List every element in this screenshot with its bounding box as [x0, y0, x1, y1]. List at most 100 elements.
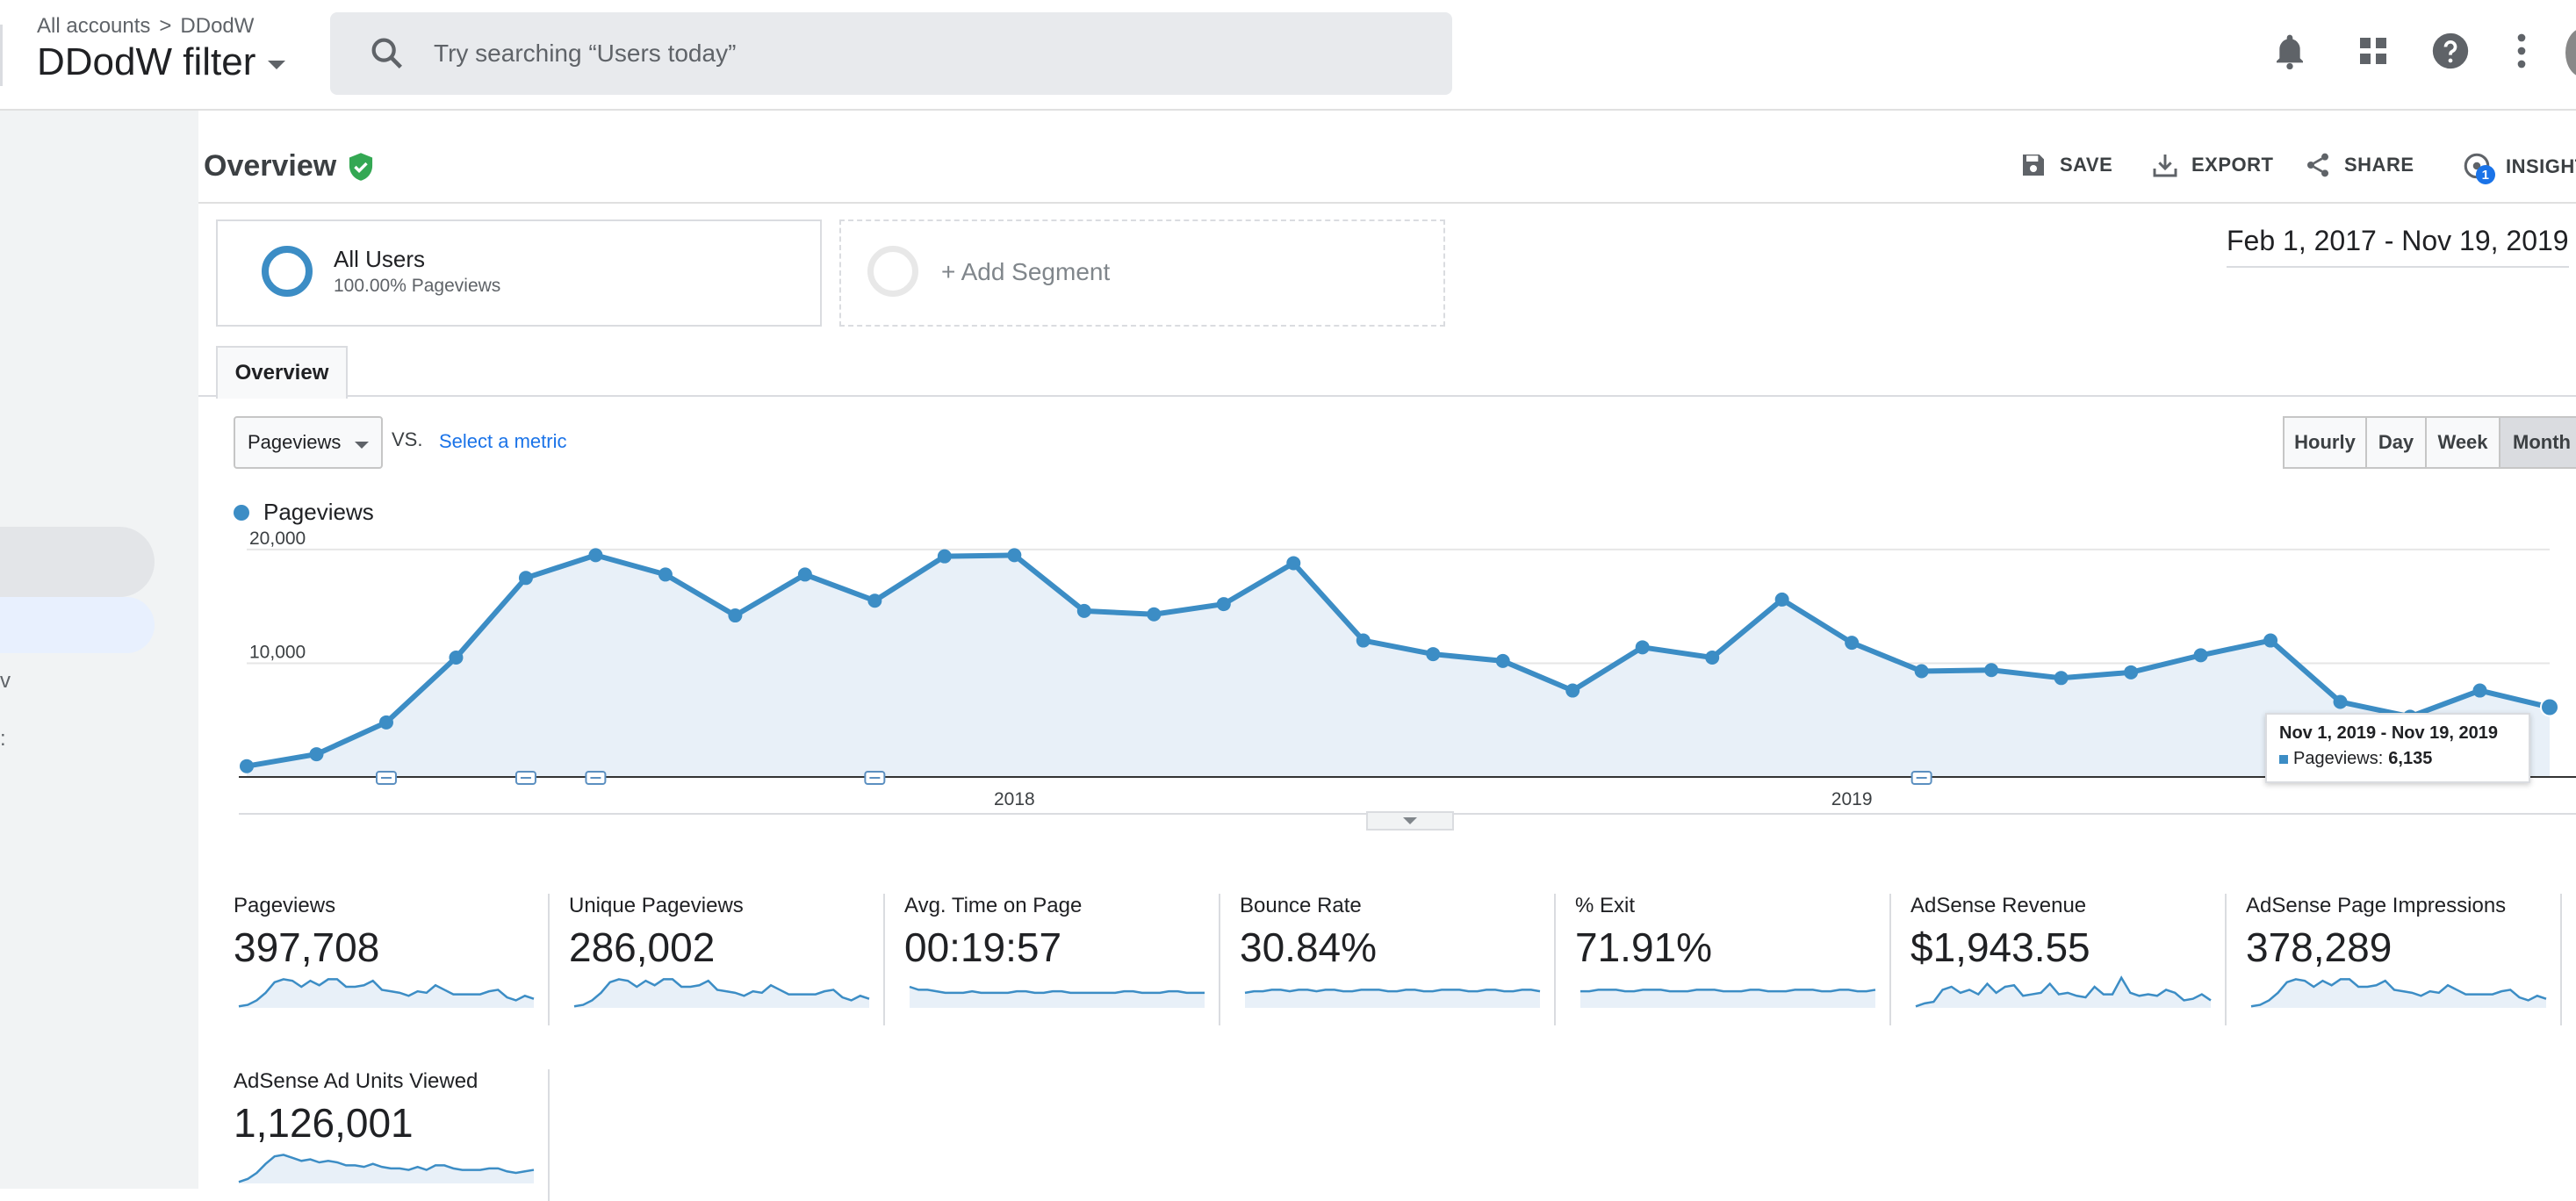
sidebar-item-fragment[interactable]: v — [0, 669, 11, 693]
download-icon — [2153, 155, 2177, 177]
share-label: SHARE — [2344, 154, 2414, 176]
metric-sparkline — [238, 1154, 535, 1183]
sparkline-line — [573, 978, 870, 1008]
apps-button[interactable] — [2349, 26, 2398, 76]
x-tick-label: 2018 — [994, 789, 1035, 809]
metric-label: Avg. Time on Page — [904, 894, 1083, 917]
data-point — [1565, 683, 1580, 698]
export-label: EXPORT — [2191, 154, 2274, 176]
data-point — [518, 571, 533, 586]
metric-value: 71.91% — [1575, 924, 1713, 970]
metric-select[interactable]: Pageviews — [234, 416, 383, 469]
metric-tile[interactable]: % Exit 71.91% — [1575, 894, 1891, 1025]
granularity-toggle: Hourly Day Week Month — [2283, 416, 2576, 469]
caret-down-icon — [1403, 817, 1417, 824]
metric-tile[interactable]: Bounce Rate 30.84% — [1240, 894, 1556, 1025]
annotation-icon[interactable] — [375, 771, 397, 785]
insights-label: INSIGHTS — [2506, 155, 2576, 177]
pageviews-chart[interactable]: 20,000 10,000 2018 2019 — [204, 527, 2576, 825]
metric-tile[interactable]: Avg. Time on Page 00:19:57 — [904, 894, 1220, 1025]
sidebar-item-fragment-2[interactable]: : — [0, 727, 6, 751]
sparkline-area — [239, 979, 534, 1008]
more-button[interactable] — [2497, 26, 2546, 76]
view-selector[interactable]: DDodW filter — [37, 40, 286, 84]
insights-button[interactable]: 1 INSIGHTS — [2462, 151, 2576, 184]
data-point — [1984, 663, 1999, 678]
add-segment-button[interactable]: + Add Segment — [839, 219, 1445, 327]
breadcrumb-root[interactable]: All accounts — [37, 14, 151, 38]
tooltip-label: Pageviews: — [2293, 749, 2384, 768]
data-point — [1914, 664, 1929, 679]
data-point — [2540, 697, 2559, 717]
data-point — [2054, 671, 2069, 686]
sparkline-line — [1915, 975, 2212, 1008]
header-divider — [198, 202, 2576, 204]
notifications-button[interactable] — [2265, 26, 2314, 76]
sparkline-line — [909, 985, 1205, 995]
topbar-left-divider — [0, 25, 3, 86]
breadcrumb-account[interactable]: DDodW — [180, 14, 255, 38]
chart-legend: Pageviews — [234, 499, 374, 526]
tab-overview[interactable]: Overview — [216, 346, 348, 399]
metric-label: Bounce Rate — [1240, 894, 1362, 917]
data-point — [937, 549, 952, 564]
data-point — [588, 548, 603, 563]
metric-sparkline — [1244, 989, 1541, 1008]
granularity-hourly[interactable]: Hourly — [2283, 416, 2367, 469]
sparkline-area — [1916, 977, 2211, 1008]
save-button[interactable]: SAVE — [2019, 151, 2112, 179]
avatar[interactable] — [2565, 28, 2576, 77]
sidebar-item-active[interactable] — [0, 527, 155, 597]
sparkline-line — [238, 978, 535, 1008]
page-title: Overview — [204, 149, 375, 183]
segment-ring-icon — [262, 246, 313, 297]
metric-tile[interactable]: Unique Pageviews 286,002 — [569, 894, 885, 1025]
granularity-day[interactable]: Day — [2365, 416, 2427, 469]
annotation-icon[interactable] — [1910, 771, 1932, 785]
export-button[interactable]: EXPORT — [2151, 151, 2273, 179]
date-range-picker[interactable]: Feb 1, 2017 - Nov 19, 2019 — [2227, 225, 2569, 268]
search-icon — [371, 38, 402, 68]
chevron-down-icon — [268, 61, 286, 69]
data-point — [797, 567, 812, 582]
vs-label: VS. — [392, 428, 423, 450]
data-point — [1774, 592, 1789, 607]
annotation-icon[interactable] — [514, 771, 536, 785]
help-button[interactable] — [2426, 26, 2475, 76]
granularity-month[interactable]: Month — [2499, 416, 2576, 469]
breadcrumb-separator: > — [159, 14, 172, 38]
data-point — [1286, 556, 1301, 571]
sparkline-area — [2251, 979, 2546, 1008]
sparkline-area — [239, 1154, 534, 1183]
metric-tile[interactable]: AdSense Page Impressions 378,289 — [2246, 894, 2562, 1025]
data-point — [2193, 648, 2208, 663]
granularity-week[interactable]: Week — [2425, 416, 2500, 469]
metric-value: 1,126,001 — [234, 1100, 414, 1146]
data-point — [2333, 694, 2348, 709]
annotation-icon[interactable] — [585, 771, 607, 785]
metric-label: AdSense Ad Units Viewed — [234, 1069, 479, 1093]
metric-value: 397,708 — [234, 924, 380, 970]
date-range-text: Feb 1, 2017 - Nov 19, 2019 — [2227, 225, 2569, 256]
annotation-icon[interactable] — [864, 771, 886, 785]
series-area — [247, 555, 2550, 777]
metric-sparkline — [573, 978, 870, 1008]
collapse-chart-toggle[interactable] — [1366, 811, 1454, 831]
help-icon — [2432, 32, 2469, 69]
metric-value: 00:19:57 — [904, 924, 1062, 970]
search-input[interactable]: Try searching “Users today” — [434, 40, 737, 67]
share-icon — [2307, 153, 2328, 177]
search-bar[interactable]: Try searching “Users today” — [330, 12, 1452, 95]
metric-sparkline — [1580, 989, 1876, 1008]
data-point — [1076, 603, 1091, 618]
tooltip-row: Pageviews: 6,135 — [2279, 749, 2516, 769]
sidebar-item-selected[interactable] — [0, 597, 155, 653]
tooltip-marker — [2279, 754, 2288, 764]
segment-all-users[interactable]: All Users 100.00% Pageviews — [216, 219, 822, 327]
share-button[interactable]: SHARE — [2304, 151, 2414, 179]
metric-tile[interactable]: AdSense Revenue $1,943.55 — [1910, 894, 2227, 1025]
data-point — [1007, 548, 1022, 563]
metric-tile[interactable]: Pageviews 397,708 — [234, 894, 550, 1025]
select-metric-link[interactable]: Select a metric — [439, 430, 567, 452]
metric-tile[interactable]: AdSense Ad Units Viewed 1,126,001 — [234, 1069, 550, 1201]
